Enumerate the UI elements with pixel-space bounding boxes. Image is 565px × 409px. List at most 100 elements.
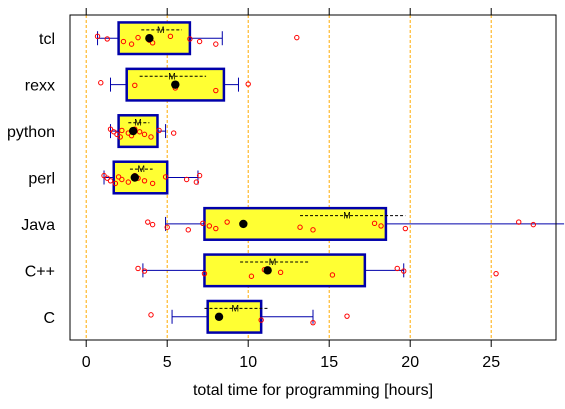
box-iqr [203, 206, 388, 241]
data-point [107, 178, 114, 184]
data-point [135, 265, 141, 272]
data-point [394, 265, 400, 272]
median-point [171, 80, 180, 89]
data-point [101, 172, 107, 179]
median-point [128, 126, 138, 136]
data-point [135, 34, 141, 41]
data-point [310, 319, 316, 326]
mean-label: M [138, 164, 146, 174]
y-tick-label: Java [21, 217, 55, 234]
mean-label: M [134, 118, 142, 128]
data-point [213, 41, 219, 47]
data-point [119, 127, 125, 134]
mean-label: M [231, 303, 239, 313]
data-point [401, 268, 407, 274]
data-point [141, 131, 148, 138]
x-tick-label: 20 [401, 354, 419, 371]
mean-label: M [343, 211, 351, 221]
data-point [516, 219, 522, 225]
mean-label: M [157, 25, 165, 35]
axes: tcl rexx python perl Java C++ C 0 5 10 15 20 25 [7, 8, 500, 371]
median-point [214, 312, 224, 321]
y-tick-label: rexx [25, 78, 55, 95]
data-point [112, 180, 119, 187]
box-perl: M [101, 160, 203, 195]
mean-label: M [168, 71, 176, 81]
x-axis-title: total time for programming [hours] [193, 382, 433, 399]
data-point [104, 175, 110, 181]
data-point [201, 270, 208, 277]
data-point [277, 269, 284, 276]
x-tick-label: 15 [320, 354, 338, 371]
data-point [162, 174, 169, 180]
data-point [378, 223, 384, 229]
mean-label: M [269, 257, 277, 267]
data-point [104, 36, 110, 42]
median-point [239, 219, 248, 229]
data-point [120, 38, 127, 45]
y-tick-label: tcl [39, 31, 55, 48]
data-point [183, 176, 190, 183]
box-python: M [107, 114, 177, 149]
y-tick-label: perl [28, 171, 55, 188]
data-point [297, 224, 303, 230]
x-tick-label: 25 [482, 354, 500, 371]
data-point [128, 41, 135, 47]
data-point [493, 270, 499, 277]
data-point [141, 178, 148, 184]
box-tcl: M [94, 21, 300, 56]
data-point [111, 129, 117, 135]
data-point [114, 131, 120, 138]
median-point [145, 34, 154, 43]
box-c: M [148, 299, 350, 334]
y-tick-label: python [7, 124, 55, 141]
data-point [149, 221, 156, 228]
data-point [371, 220, 378, 227]
data-point [402, 225, 409, 232]
data-point [344, 313, 350, 319]
data-point [107, 126, 114, 132]
plot-frame [69, 14, 557, 341]
data-point [132, 82, 138, 89]
x-tick-label: 10 [239, 354, 257, 371]
data-point [149, 180, 156, 187]
box-iqr [203, 253, 367, 288]
data-point [294, 34, 300, 41]
x-tick-label: 0 [82, 354, 91, 371]
data-point [119, 176, 125, 183]
data-point [148, 312, 154, 318]
data-point [310, 227, 316, 233]
data-point [258, 317, 264, 323]
data-point [141, 268, 148, 274]
x-tick-label: 5 [163, 354, 172, 371]
data-point [206, 223, 213, 229]
box-iqr [117, 21, 192, 56]
box-rexx: M [98, 67, 251, 102]
data-point [170, 130, 177, 136]
data-point [196, 172, 203, 179]
data-point [156, 127, 162, 134]
data-point [193, 179, 200, 185]
data-point [94, 33, 101, 40]
y-tick-label: C++ [25, 263, 55, 280]
data-point [167, 33, 174, 40]
data-point [98, 80, 104, 86]
data-point [117, 134, 123, 140]
data-point [200, 220, 206, 227]
data-point [136, 129, 143, 135]
median-point [263, 266, 272, 275]
data-point [213, 87, 219, 94]
data-point [213, 225, 219, 232]
data-point [185, 227, 191, 233]
data-point [164, 224, 170, 230]
data-point [187, 36, 193, 42]
data-point [115, 174, 122, 180]
data-point [196, 38, 203, 45]
box-cpp: M [135, 253, 499, 288]
data-point [145, 219, 151, 225]
data-point [224, 219, 230, 225]
plot-area: M M M M M M M [94, 21, 565, 334]
data-point [245, 81, 251, 87]
data-point [125, 179, 132, 185]
